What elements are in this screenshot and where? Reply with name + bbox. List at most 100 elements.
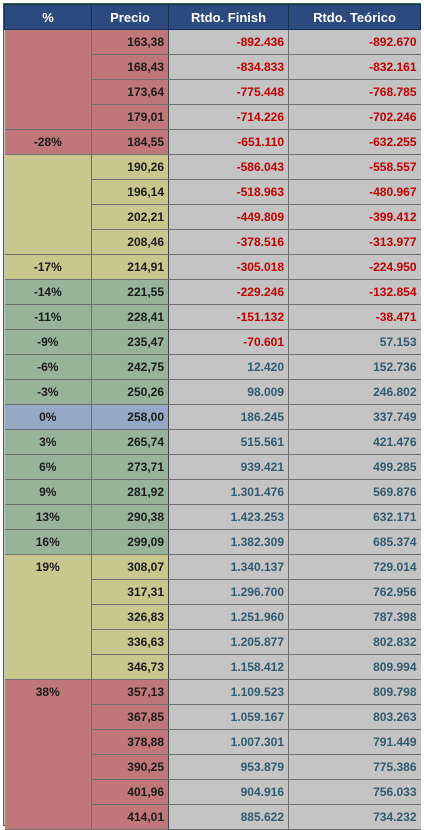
pct-cell[interactable] (4, 179, 92, 205)
rtdo-teorico-cell[interactable]: 802.832 (288, 629, 421, 655)
rtdo-finish-cell[interactable]: 1.423.253 (168, 504, 289, 530)
pct-cell[interactable]: -3% (4, 379, 92, 405)
rtdo-finish-cell[interactable]: 1.382.309 (168, 529, 289, 555)
rtdo-teorico-cell[interactable]: 337.749 (288, 404, 421, 430)
rtdo-finish-cell[interactable]: -892.436 (168, 29, 289, 55)
rtdo-finish-cell[interactable]: -775.448 (168, 79, 289, 105)
pct-cell[interactable]: -28% (4, 129, 92, 155)
rtdo-finish-cell[interactable]: 186.245 (168, 404, 289, 430)
header-rtdo-teorico[interactable]: Rtdo. Teórico (288, 4, 421, 30)
rtdo-finish-cell[interactable]: -714.226 (168, 104, 289, 130)
pct-cell[interactable] (4, 79, 92, 105)
pct-cell[interactable]: -11% (4, 304, 92, 330)
rtdo-teorico-cell[interactable]: 762.956 (288, 579, 421, 605)
pct-cell[interactable]: 13% (4, 504, 92, 530)
pct-cell[interactable] (4, 629, 92, 655)
rtdo-teorico-cell[interactable]: -558.557 (288, 154, 421, 180)
rtdo-finish-cell[interactable]: 1.205.877 (168, 629, 289, 655)
precio-cell[interactable]: 357,13 (91, 679, 169, 705)
rtdo-teorico-cell[interactable]: -480.967 (288, 179, 421, 205)
rtdo-finish-cell[interactable]: 939.421 (168, 454, 289, 480)
pct-cell[interactable]: -6% (4, 354, 92, 380)
header-pct[interactable]: % (4, 4, 92, 30)
rtdo-teorico-cell[interactable]: 421.476 (288, 429, 421, 455)
rtdo-teorico-cell[interactable]: 632.171 (288, 504, 421, 530)
precio-cell[interactable]: 290,38 (91, 504, 169, 530)
rtdo-finish-cell[interactable]: 1.251.960 (168, 604, 289, 630)
rtdo-finish-cell[interactable]: 1.301.476 (168, 479, 289, 505)
pct-cell[interactable] (4, 704, 92, 730)
pct-cell[interactable] (4, 204, 92, 230)
precio-cell[interactable]: 390,25 (91, 754, 169, 780)
precio-cell[interactable]: 265,74 (91, 429, 169, 455)
precio-cell[interactable]: 168,43 (91, 54, 169, 80)
rtdo-teorico-cell[interactable]: 569.876 (288, 479, 421, 505)
rtdo-teorico-cell[interactable]: -632.255 (288, 129, 421, 155)
rtdo-finish-cell[interactable]: -449.809 (168, 204, 289, 230)
pct-cell[interactable] (4, 604, 92, 630)
rtdo-teorico-cell[interactable]: -768.785 (288, 79, 421, 105)
rtdo-teorico-cell[interactable]: 803.263 (288, 704, 421, 730)
rtdo-teorico-cell[interactable]: 756.033 (288, 779, 421, 805)
rtdo-finish-cell[interactable]: 1.059.167 (168, 704, 289, 730)
pct-cell[interactable] (4, 804, 92, 830)
precio-cell[interactable]: 273,71 (91, 454, 169, 480)
precio-cell[interactable]: 401,96 (91, 779, 169, 805)
pct-cell[interactable]: -14% (4, 279, 92, 305)
rtdo-teorico-cell[interactable]: 152.736 (288, 354, 421, 380)
rtdo-finish-cell[interactable]: 1.296.700 (168, 579, 289, 605)
pct-cell[interactable]: -17% (4, 254, 92, 280)
precio-cell[interactable]: 190,26 (91, 154, 169, 180)
rtdo-finish-cell[interactable]: -151.132 (168, 304, 289, 330)
rtdo-teorico-cell[interactable]: 809.798 (288, 679, 421, 705)
pct-cell[interactable] (4, 779, 92, 805)
pct-cell[interactable] (4, 54, 92, 80)
pct-cell[interactable] (4, 729, 92, 755)
precio-cell[interactable]: 336,63 (91, 629, 169, 655)
precio-cell[interactable]: 228,41 (91, 304, 169, 330)
rtdo-finish-cell[interactable]: 885.622 (168, 804, 289, 830)
precio-cell[interactable]: 235,47 (91, 329, 169, 355)
rtdo-teorico-cell[interactable]: -224.950 (288, 254, 421, 280)
rtdo-finish-cell[interactable]: -586.043 (168, 154, 289, 180)
rtdo-finish-cell[interactable]: 98.009 (168, 379, 289, 405)
header-rtdo-finish[interactable]: Rtdo. Finish (168, 4, 289, 30)
pct-cell[interactable] (4, 29, 92, 55)
precio-cell[interactable]: 378,88 (91, 729, 169, 755)
precio-cell[interactable]: 179,01 (91, 104, 169, 130)
pct-cell[interactable] (4, 579, 92, 605)
pct-cell[interactable]: 0% (4, 404, 92, 430)
rtdo-teorico-cell[interactable]: 685.374 (288, 529, 421, 555)
pct-cell[interactable] (4, 154, 92, 180)
pct-cell[interactable]: 6% (4, 454, 92, 480)
rtdo-finish-cell[interactable]: 1.007.301 (168, 729, 289, 755)
precio-cell[interactable]: 221,55 (91, 279, 169, 305)
rtdo-teorico-cell[interactable]: 729.014 (288, 554, 421, 580)
precio-cell[interactable]: 202,21 (91, 204, 169, 230)
rtdo-finish-cell[interactable]: -305.018 (168, 254, 289, 280)
rtdo-teorico-cell[interactable]: -313.977 (288, 229, 421, 255)
rtdo-teorico-cell[interactable]: 809.994 (288, 654, 421, 680)
rtdo-teorico-cell[interactable]: 499.285 (288, 454, 421, 480)
pct-cell[interactable]: 16% (4, 529, 92, 555)
rtdo-finish-cell[interactable]: 953.879 (168, 754, 289, 780)
rtdo-finish-cell[interactable]: -70.601 (168, 329, 289, 355)
rtdo-finish-cell[interactable]: 515.561 (168, 429, 289, 455)
rtdo-finish-cell[interactable]: -651.110 (168, 129, 289, 155)
precio-cell[interactable]: 317,31 (91, 579, 169, 605)
pct-cell[interactable] (4, 104, 92, 130)
pct-cell[interactable]: 19% (4, 554, 92, 580)
pct-cell[interactable]: 38% (4, 679, 92, 705)
pct-cell[interactable] (4, 229, 92, 255)
precio-cell[interactable]: 258,00 (91, 404, 169, 430)
pct-cell[interactable]: 9% (4, 479, 92, 505)
rtdo-finish-cell[interactable]: -378.516 (168, 229, 289, 255)
precio-cell[interactable]: 184,55 (91, 129, 169, 155)
rtdo-finish-cell[interactable]: -229.246 (168, 279, 289, 305)
rtdo-teorico-cell[interactable]: 246.802 (288, 379, 421, 405)
precio-cell[interactable]: 214,91 (91, 254, 169, 280)
rtdo-teorico-cell[interactable]: 775.386 (288, 754, 421, 780)
rtdo-finish-cell[interactable]: 1.340.137 (168, 554, 289, 580)
rtdo-teorico-cell[interactable]: -38.471 (288, 304, 421, 330)
rtdo-finish-cell[interactable]: 12.420 (168, 354, 289, 380)
